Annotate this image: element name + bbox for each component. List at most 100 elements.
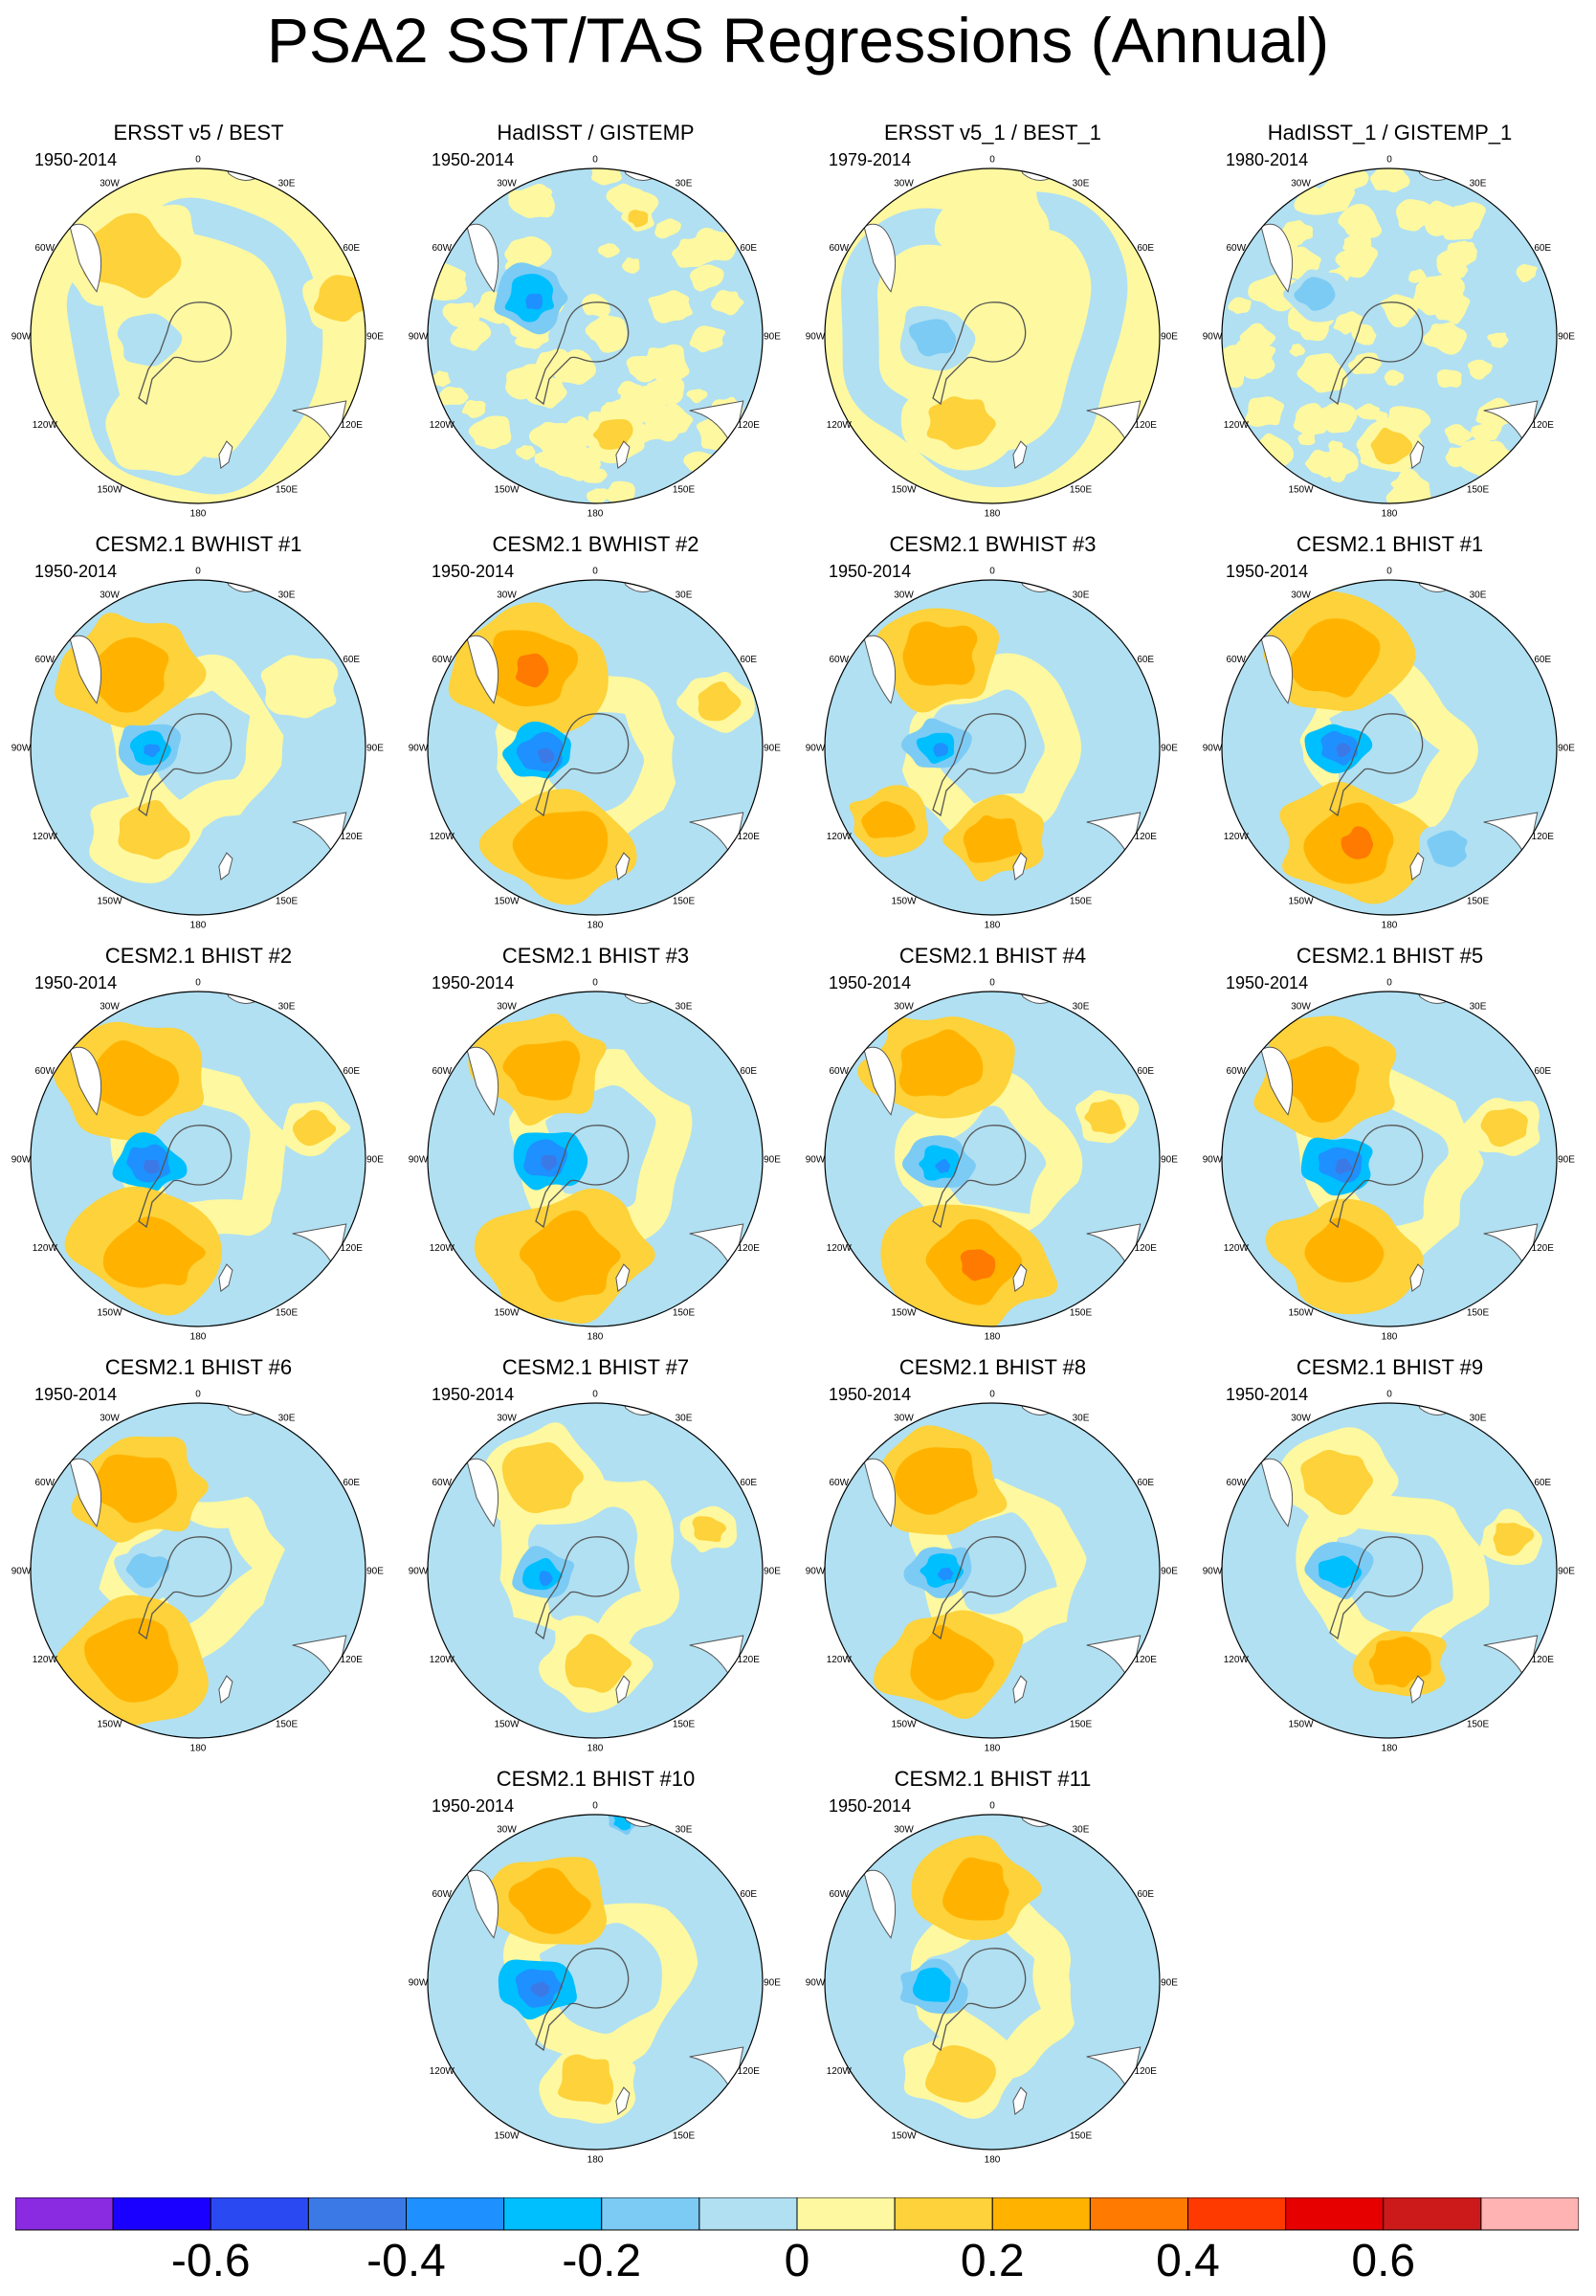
field-speckle [1444,424,1473,446]
longitude-label: 150W [1288,1720,1314,1730]
antarctica-coastline [138,1125,233,1229]
longitude-label: 90E [1161,1978,1178,1989]
field-core [960,1249,996,1282]
field-contour [1300,1449,1373,1515]
longitude-label: 60E [343,243,360,254]
field-band [853,597,1143,907]
map-boundary [427,167,764,504]
field-contour [1368,1636,1431,1688]
colorbar-tick-label: -0.4 [366,2236,446,2286]
field-speckle [690,264,724,292]
longitude-label: 60W [830,1478,850,1488]
panel-period: 1950-2014 [432,1796,515,1816]
longitude-label: 150E [1467,1720,1490,1730]
colorbar-tick-label: 0.6 [1351,2236,1416,2286]
field-speckle [430,370,451,388]
longitude-label: 30W [894,590,914,600]
polar-map: 0 30E 60E 90E 120E 150E 180 150W 120W 90W 60W 30W [409,155,782,520]
longitude-label: 90E [1558,1155,1575,1166]
map-panel: CESM2.1 BHIST #8 1950-2014 0 30E 60E 90E 120E 1… [794,1355,1191,1757]
panel-period: 1950-2014 [829,1796,912,1816]
longitude-label: 60E [343,1066,360,1077]
colorbar [15,2197,1579,2231]
map-boundary [824,991,1161,1327]
longitude-label: 0 [592,567,598,577]
longitude-label: 30W [894,1413,914,1423]
field-band [90,249,286,444]
south-america-coastline [863,223,897,293]
longitude-label: 30W [497,1001,517,1012]
field-speckle [1280,220,1314,246]
longitude-label: 30W [100,178,120,189]
longitude-label: 30E [676,178,693,189]
new-zealand-coastline [1409,1675,1425,1704]
field-speckle [475,428,504,450]
longitude-label: 90W [11,1155,32,1166]
map-panel: CESM2.1 BHIST #4 1950-2014 0 30E 60E 90E 120E 1… [794,944,1191,1346]
longitude-label: 120W [430,832,455,842]
field-core [937,1568,954,1581]
map-boundary [824,1814,1161,2151]
longitude-label: 30E [676,1824,693,1835]
field-core [1336,743,1352,758]
field-speckle [1338,204,1383,238]
new-zealand-coastline [1409,852,1425,881]
panel-period: 1980-2014 [1226,150,1309,169]
panel-period: 1950-2014 [34,973,118,992]
field-contour [501,1441,584,1514]
field-speckle [626,396,661,421]
longitude-label: 0 [1386,155,1392,166]
field-contour [84,1617,179,1703]
longitude-label: 90E [764,1567,781,1577]
longitude-label: 90E [1558,1567,1575,1577]
longitude-label: 60W [432,243,453,254]
longitude-label: 90E [366,744,384,754]
longitude-label: 120E [1532,1243,1555,1254]
longitude-label: 150E [673,1720,696,1730]
south-america-coastline [1260,1458,1294,1527]
antarctica-coastline [138,713,233,817]
polar-map: 0 30E 60E 90E 120E 150E 180 150W 120W 90W 60W 30W [11,567,385,931]
longitude-label: 150E [1467,897,1490,907]
south-america-coastline [466,1869,499,1939]
field-speckle [1328,440,1343,453]
field-band [1258,1000,1523,1301]
polar-map: 0 30E 60E 90E 120E 150E 180 150W 120W 90W 60W 30W [1203,567,1576,931]
colorbar-tick-label: -0.6 [170,2236,251,2286]
polar-map: 0 30E 60E 90E 120E 150E 180 150W 120W 90W 60W 30W [806,155,1179,520]
longitude-label: 90E [1558,744,1575,754]
map-panel: CESM2.1 BHIST #6 1950-2014 0 30E 60E 90E 120E 1… [0,1355,397,1757]
panel-title: CESM2.1 BHIST #8 [898,1355,1087,1379]
map-panel: CESM2.1 BHIST #7 1950-2014 0 30E 60E 90E 120E 1… [397,1355,794,1757]
panel-title: CESM2.1 BWHIST #1 [95,532,302,556]
panel-period: 1950-2014 [829,1385,912,1404]
polar-map: 0 30E 60E 90E 120E 150E 180 150W 120W 90W 60W 30W [409,978,782,1343]
longitude-label: 180 [1382,509,1398,520]
field-contour [565,1634,632,1693]
map-boundary [1221,991,1558,1327]
field-speckle [557,428,586,449]
map-panel: HadISST_1 / GISTEMP_1 1980-2014 0 30E 60E 90E… [1191,121,1588,523]
longitude-label: 90W [11,332,32,343]
antarctica-coastline [932,1948,1027,2052]
longitude-label: 60W [35,1478,55,1488]
field-contour [902,621,978,686]
south-america-coastline [466,1046,499,1116]
field-contour [1318,1555,1363,1589]
new-zealand-coastline [1012,852,1028,881]
field-speckle [689,325,726,353]
longitude-label: 60W [1227,655,1247,665]
longitude-label: 30E [1073,1413,1090,1423]
longitude-label: 30W [894,1824,914,1835]
south-america-coastline [863,1458,897,1527]
panel-period: 1950-2014 [1226,973,1309,992]
longitude-label: 180 [190,921,207,931]
longitude-label: 120E [738,1655,761,1665]
longitude-label: 30E [1073,178,1090,189]
antarctica-coastline [535,1536,630,1640]
longitude-label: 30W [894,1001,914,1012]
new-zealand-coastline [1409,1263,1425,1292]
south-america-coastline [1260,1046,1294,1116]
longitude-label: 150W [97,1720,122,1730]
field-speckle [654,218,681,239]
